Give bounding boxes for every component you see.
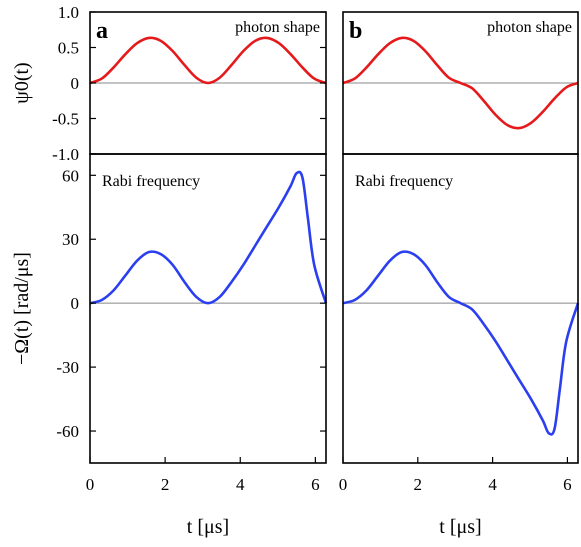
x-tick-label: 4	[488, 475, 497, 494]
photon-shape-label: photon shape	[235, 19, 320, 36]
y-tick-label: -60	[56, 422, 79, 441]
plot-frame	[342, 153, 579, 464]
y-tick-label: 0	[71, 294, 80, 313]
plot-frame	[89, 153, 327, 464]
panel-0-top: 1.0 0.5 0 -0.5 -1.0 photon shape a ψ0(t)	[11, 3, 327, 164]
series-line-0	[342, 36, 579, 130]
panel-letter: b	[349, 18, 362, 44]
y-tick-label: -1.0	[52, 145, 79, 164]
x-tick-label: 2	[161, 475, 170, 494]
panel-letter: a	[96, 18, 108, 44]
x-tick-label: 2	[414, 475, 423, 494]
y-tick-label: -0.5	[52, 110, 79, 129]
y-tick-label: 60	[62, 166, 79, 185]
x-tick-label: 0	[86, 475, 95, 494]
y-tick-label: 30	[62, 230, 79, 249]
series-line-0	[89, 36, 327, 85]
x-tick-label: 6	[563, 475, 572, 494]
y-axis-title: −Ω(t) [rad/μs]	[11, 252, 33, 365]
x-axis-title: t [μs]	[187, 516, 229, 538]
y-axis-title: ψ0(t)	[11, 62, 33, 103]
rabi-frequency-label: Rabi frequency	[102, 173, 200, 190]
x-tick-label: 0	[339, 475, 348, 494]
panel-2-bottom: 60 30 0 -30 -60 0 2 4 6 Rabi frequency −Ω(t) [rad/…	[11, 153, 328, 538]
y-tick-label: 0.5	[58, 39, 79, 58]
panel-1-top: photon shape b	[342, 11, 579, 155]
x-tick-label: 6	[311, 475, 320, 494]
series-line-0	[89, 170, 328, 305]
y-tick-label: 1.0	[58, 3, 79, 22]
x-axis-title: t [μs]	[439, 516, 481, 538]
panel-3-bottom: 0 2 4 6 Rabi frequency t [μs]	[339, 153, 580, 538]
y-tick-label: -30	[56, 358, 79, 377]
series-line-0	[342, 250, 580, 436]
x-tick-label: 4	[236, 475, 245, 494]
rabi-frequency-label: Rabi frequency	[355, 173, 453, 190]
y-tick-label: 0	[71, 74, 80, 93]
photon-shape-label: photon shape	[487, 19, 572, 36]
